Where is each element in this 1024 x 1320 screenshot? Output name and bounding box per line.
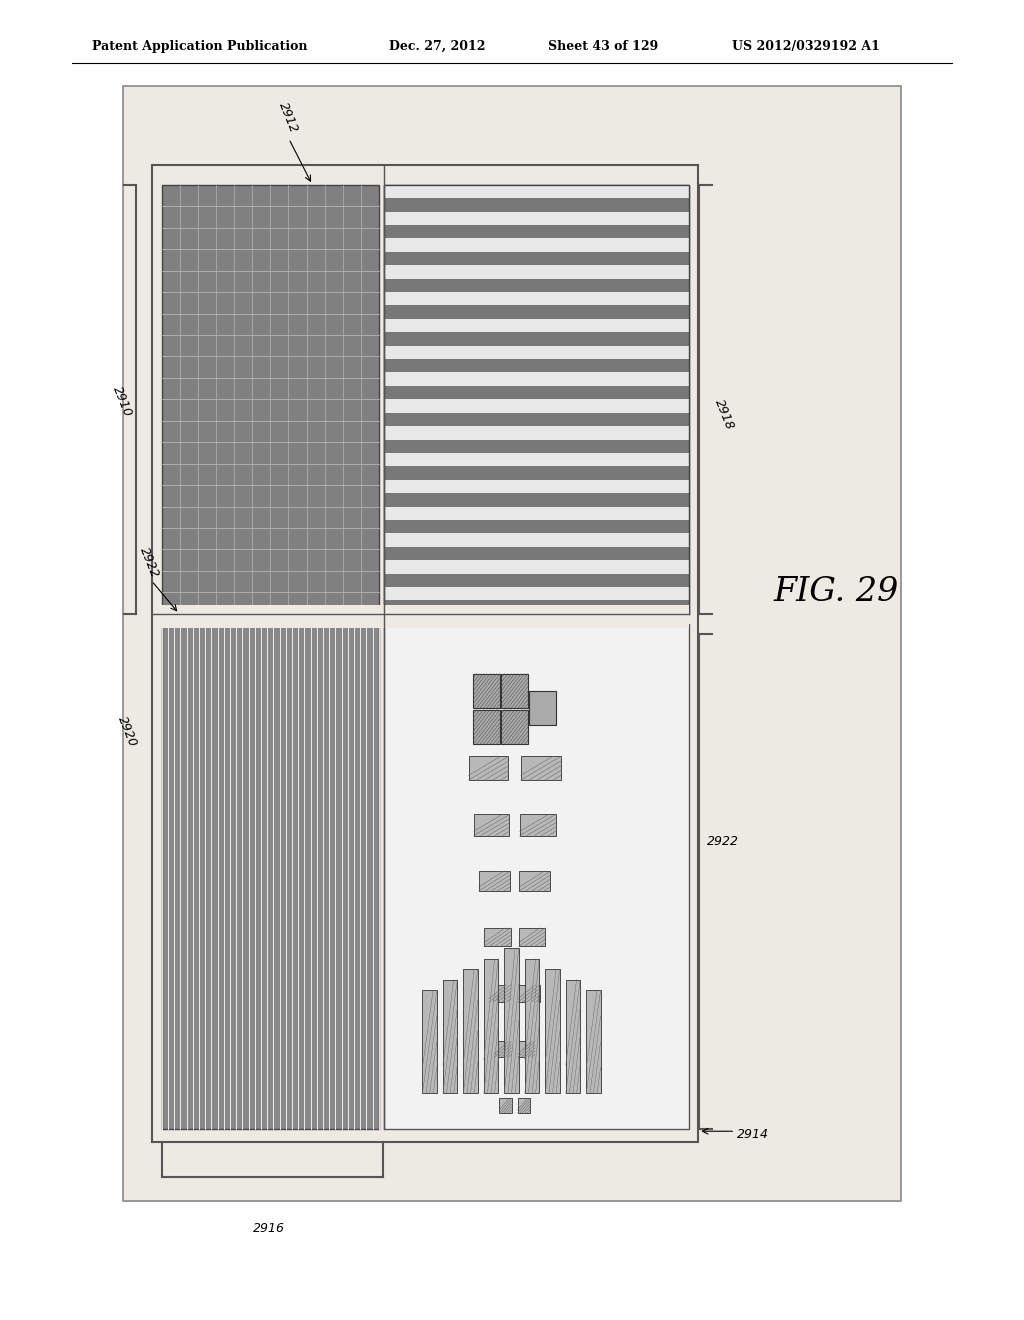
Bar bbox=[519, 871, 551, 891]
Bar bbox=[384, 252, 689, 265]
Bar bbox=[443, 979, 458, 1093]
Bar bbox=[384, 185, 689, 614]
Bar bbox=[529, 690, 556, 725]
Bar bbox=[384, 587, 689, 601]
Text: Sheet 43 of 129: Sheet 43 of 129 bbox=[548, 40, 658, 53]
Bar bbox=[152, 605, 689, 628]
Bar bbox=[384, 479, 689, 494]
Bar bbox=[384, 333, 689, 346]
Bar bbox=[484, 958, 499, 1093]
Bar bbox=[384, 279, 689, 292]
Bar bbox=[384, 359, 689, 372]
Bar bbox=[384, 385, 689, 399]
Bar bbox=[566, 979, 581, 1093]
Bar bbox=[587, 990, 601, 1093]
Bar bbox=[384, 224, 689, 239]
Text: 2914: 2914 bbox=[737, 1127, 769, 1140]
Bar bbox=[474, 814, 510, 836]
Text: 2912: 2912 bbox=[276, 100, 300, 135]
Bar bbox=[384, 601, 689, 614]
Bar bbox=[384, 399, 689, 413]
Bar bbox=[500, 1098, 512, 1113]
Bar bbox=[384, 426, 689, 440]
Bar bbox=[384, 507, 689, 520]
Bar bbox=[384, 560, 689, 574]
Bar bbox=[384, 520, 689, 533]
Bar bbox=[502, 673, 528, 708]
Text: Patent Application Publication: Patent Application Publication bbox=[92, 40, 307, 53]
Text: 2910: 2910 bbox=[111, 384, 134, 418]
Bar bbox=[384, 239, 689, 252]
Bar bbox=[384, 211, 689, 224]
Bar bbox=[384, 494, 689, 507]
Bar bbox=[521, 756, 561, 780]
Text: 2920: 2920 bbox=[115, 714, 138, 748]
Bar bbox=[546, 969, 560, 1093]
Text: 2918: 2918 bbox=[712, 397, 735, 432]
Text: Dec. 27, 2012: Dec. 27, 2012 bbox=[389, 40, 485, 53]
Bar bbox=[384, 574, 689, 587]
Bar bbox=[162, 624, 379, 1129]
Bar bbox=[423, 990, 437, 1093]
Bar bbox=[518, 1098, 530, 1113]
Bar bbox=[152, 165, 698, 1142]
Bar bbox=[123, 86, 901, 1201]
Bar bbox=[384, 292, 689, 305]
Bar bbox=[384, 546, 689, 560]
Bar bbox=[502, 710, 528, 744]
Bar bbox=[464, 969, 478, 1093]
Bar bbox=[384, 466, 689, 479]
Text: US 2012/0329192 A1: US 2012/0329192 A1 bbox=[732, 40, 880, 53]
Bar bbox=[384, 319, 689, 333]
Text: FIG. 29: FIG. 29 bbox=[773, 576, 898, 607]
Bar bbox=[479, 871, 510, 891]
Bar bbox=[384, 533, 689, 546]
Bar bbox=[384, 346, 689, 359]
Text: 2922: 2922 bbox=[707, 834, 738, 847]
Bar bbox=[384, 624, 689, 1129]
Bar bbox=[384, 305, 689, 319]
Text: 2916: 2916 bbox=[253, 1221, 285, 1234]
Bar bbox=[505, 948, 519, 1093]
Bar bbox=[384, 198, 689, 211]
Bar bbox=[473, 710, 500, 744]
Bar bbox=[384, 185, 689, 614]
Bar bbox=[384, 413, 689, 426]
Bar bbox=[384, 185, 689, 198]
Bar bbox=[484, 928, 511, 946]
Bar bbox=[520, 814, 556, 836]
Bar bbox=[495, 1041, 512, 1057]
Bar bbox=[518, 985, 541, 1002]
Bar bbox=[525, 958, 540, 1093]
Bar bbox=[518, 1041, 536, 1057]
Bar bbox=[162, 185, 379, 614]
Bar bbox=[384, 372, 689, 385]
Bar bbox=[384, 440, 689, 453]
Bar bbox=[489, 985, 511, 1002]
Bar bbox=[469, 756, 509, 780]
Bar bbox=[384, 453, 689, 466]
Bar bbox=[473, 673, 500, 708]
Bar bbox=[519, 928, 546, 946]
Text: 2922: 2922 bbox=[137, 545, 161, 579]
Bar bbox=[384, 265, 689, 279]
